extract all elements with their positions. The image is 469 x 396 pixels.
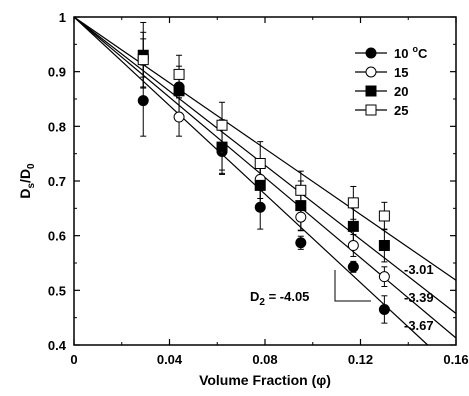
y-label-main: D bbox=[17, 189, 33, 199]
point-20 bbox=[173, 85, 185, 97]
y-tick-label: 0.9 bbox=[48, 65, 66, 80]
y-axis-label: Ds/D0 bbox=[17, 163, 37, 199]
point-25 bbox=[137, 54, 149, 66]
point-20 bbox=[254, 179, 266, 191]
point-15 bbox=[173, 111, 185, 123]
point-25 bbox=[254, 158, 266, 170]
error-bars bbox=[140, 21, 388, 324]
fit-line-25 bbox=[73, 16, 457, 281]
y-tick-label: 0.4 bbox=[48, 338, 67, 353]
legend: 10 oC 15 20 25 bbox=[355, 44, 428, 118]
point-25 bbox=[216, 119, 228, 131]
x-tick-label: 0.04 bbox=[157, 352, 183, 367]
slope-label-15: -3.39 bbox=[404, 290, 434, 305]
data-markers bbox=[137, 49, 390, 315]
x-tick-label: 0.08 bbox=[252, 352, 277, 367]
point-10 bbox=[137, 95, 149, 107]
y-tick-label: 0.8 bbox=[48, 119, 66, 134]
x-tick-label: 0.16 bbox=[443, 352, 468, 367]
x-axis-label: Volume Fraction (φ) bbox=[199, 372, 331, 388]
point-10 bbox=[378, 303, 390, 315]
point-15 bbox=[347, 240, 359, 252]
legend-label-10: 10 oC bbox=[394, 44, 428, 61]
x-tick-label: 0.12 bbox=[348, 352, 373, 367]
y-label-sub1: s bbox=[26, 183, 37, 189]
y-label-sub2: 0 bbox=[26, 163, 37, 169]
slope-label-10: -3.67 bbox=[404, 318, 434, 333]
annotation-sub: 2 bbox=[259, 297, 265, 308]
slope-label-25: -3.01 bbox=[404, 262, 434, 277]
plot-frame bbox=[73, 16, 457, 346]
legend-label-20: 20 bbox=[394, 84, 408, 99]
point-25 bbox=[378, 210, 390, 222]
slope-labels: -3.01 -3.39 -3.67 bbox=[404, 262, 434, 333]
annotation-text: D2 = -4.05 bbox=[250, 289, 309, 308]
point-15 bbox=[378, 271, 390, 283]
annotation-main: D bbox=[250, 289, 259, 304]
legend-marker-15 bbox=[365, 66, 377, 78]
point-10 bbox=[295, 237, 307, 249]
point-10 bbox=[254, 201, 266, 213]
svg-text:Ds/D0: Ds/D0 bbox=[17, 163, 37, 199]
legend-label-25: 25 bbox=[394, 103, 408, 118]
x-tick-label: 0 bbox=[70, 352, 77, 367]
point-20 bbox=[216, 141, 228, 153]
legend-label-15: 15 bbox=[394, 65, 408, 80]
point-15 bbox=[295, 211, 307, 223]
y-tick-label: 0.7 bbox=[48, 174, 66, 189]
point-20 bbox=[378, 240, 390, 252]
legend-marker-10 bbox=[365, 47, 377, 59]
point-10 bbox=[347, 261, 359, 273]
annotation-rest: = -4.05 bbox=[265, 289, 309, 304]
tick-labels: 0 0.04 0.08 0.12 0.16 0.4 0.5 0.6 0.7 0.8 0.9 1 bbox=[48, 10, 469, 367]
y-tick-label: 1 bbox=[59, 10, 66, 25]
fit-line-10 bbox=[73, 16, 429, 346]
point-25 bbox=[173, 68, 185, 80]
point-25 bbox=[295, 184, 307, 196]
point-20 bbox=[347, 220, 359, 232]
slope-annotation: D2 = -4.05 bbox=[250, 270, 371, 308]
y-label-mid: /D bbox=[17, 169, 33, 183]
point-25 bbox=[347, 197, 359, 209]
y-tick-label: 0.6 bbox=[48, 229, 66, 244]
legend-marker-25 bbox=[365, 104, 377, 116]
annotation-bracket bbox=[334, 270, 371, 302]
y-tick-label: 0.5 bbox=[48, 283, 66, 298]
point-20 bbox=[295, 200, 307, 212]
legend-marker-20 bbox=[365, 85, 377, 97]
